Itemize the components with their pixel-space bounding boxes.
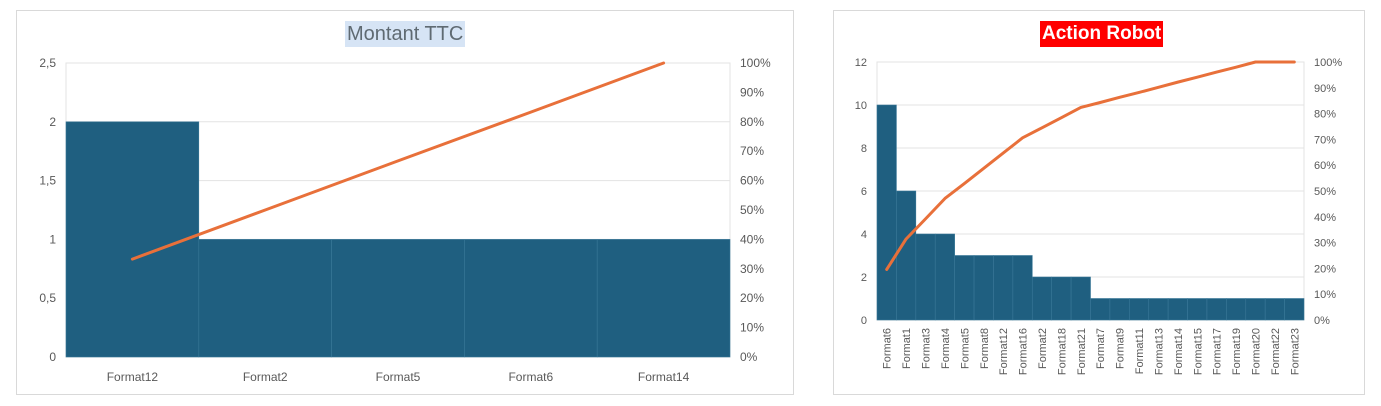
bar: [1090, 298, 1111, 321]
y2-tick-label: 60%: [740, 174, 764, 188]
y-tick-label: 2: [49, 115, 56, 129]
bar: [1167, 298, 1188, 321]
y-tick-label: 1: [49, 232, 56, 246]
x-tick-label: Format13: [1153, 328, 1165, 375]
bar: [1284, 298, 1305, 321]
bar: [1012, 255, 1033, 321]
y-tick-label: 2: [861, 272, 867, 284]
x-tick-label: Format9: [1115, 328, 1127, 369]
x-tick-label: Format12: [998, 328, 1010, 375]
bar: [1129, 298, 1150, 321]
bar: [1226, 298, 1247, 321]
x-tick-label: Format6: [882, 328, 894, 369]
x-tick-label: Format3: [921, 328, 933, 369]
y2-tick-label: 50%: [740, 203, 764, 217]
pareto-chart-action-robot: 0 2 4 6 8 10 12 0% 10% 20% 30% 40% 50% 60% 70% 80% 90% 10…: [855, 57, 1343, 375]
bar: [876, 104, 897, 321]
x-tick-label: Format11: [1134, 328, 1146, 374]
x-tick-label: Format20: [1250, 328, 1262, 375]
x-tick-label: Format12: [107, 370, 159, 384]
y-tick-label: 6: [861, 186, 867, 198]
bar: [1051, 276, 1072, 321]
chart-title: Action Robot: [1040, 21, 1164, 47]
bar: [934, 233, 955, 321]
y2-tick-label: 80%: [1314, 109, 1336, 121]
y-tick-label: 0: [49, 350, 56, 364]
x-tick-label: Format16: [1018, 328, 1030, 375]
x-tick-label: Format21: [1076, 328, 1088, 375]
y2-tick-label: 0%: [1314, 315, 1330, 327]
y2-tick-label: 10%: [740, 321, 764, 335]
chart-title: Montant TTC: [345, 21, 466, 47]
x-tick-label: Format5: [959, 328, 971, 369]
x-tick-label: Format15: [1192, 328, 1204, 375]
x-tick-label: Format2: [1037, 328, 1049, 369]
x-tick-label: Format23: [1289, 328, 1301, 375]
y2-tick-label: 30%: [740, 262, 764, 276]
y2-tick-label: 40%: [740, 232, 764, 246]
x-tick-label: Format6: [508, 370, 553, 384]
y2-tick-label: 90%: [1314, 83, 1336, 95]
bar: [1070, 276, 1091, 321]
pareto-chart-montant-ttc: 0 0,5 1 1,5 2 2,5 0% 10% 20% 30% 40% 50% 60% 70% 80% 90…: [39, 56, 771, 384]
y-tick-label: 0: [861, 315, 867, 327]
y-tick-label: 1,5: [39, 174, 56, 188]
x-tick-label: Format22: [1270, 328, 1282, 375]
bar: [1109, 298, 1130, 321]
y2-tick-label: 0%: [740, 350, 758, 364]
y2-tick-label: 20%: [740, 291, 764, 305]
chart-panel-action-robot: Action Robot 0 2 4 6 8 10 12 0% 10% 20% 30% 40% 50% 6…: [833, 10, 1365, 395]
y2-tick-label: 70%: [740, 144, 764, 158]
y-tick-label: 4: [861, 229, 867, 241]
bar: [993, 255, 1014, 321]
y-tick-label: 0,5: [39, 291, 56, 305]
cumulative-line: [885, 60, 1296, 271]
bar: [65, 121, 200, 358]
x-tick-label: Format1: [901, 328, 913, 369]
y-tick-label: 10: [855, 100, 867, 112]
y-tick-label: 12: [855, 57, 867, 69]
bar: [1206, 298, 1227, 321]
y2-tick-label: 50%: [1314, 186, 1336, 198]
bar: [973, 255, 994, 321]
y2-tick-label: 90%: [740, 85, 764, 99]
x-tick-label: Format8: [979, 328, 991, 369]
y2-tick-label: 70%: [1314, 134, 1336, 146]
bar: [1264, 298, 1285, 321]
x-tick-label: Format2: [243, 370, 288, 384]
y2-tick-label: 100%: [1314, 57, 1342, 69]
y2-tick-label: 20%: [1314, 263, 1336, 275]
y-tick-label: 2,5: [39, 56, 56, 70]
bar: [331, 239, 465, 358]
bar: [596, 239, 731, 358]
bar: [1031, 276, 1052, 321]
bar: [1187, 298, 1208, 321]
x-tick-label: Format14: [1173, 328, 1185, 375]
x-tick-label: Format4: [940, 328, 952, 369]
y2-tick-label: 60%: [1314, 160, 1336, 172]
bar: [954, 255, 975, 321]
bar: [1148, 298, 1169, 321]
bar: [464, 239, 598, 358]
x-tick-label: Format14: [638, 370, 690, 384]
bar: [915, 233, 936, 321]
bar: [198, 239, 332, 358]
y2-tick-label: 30%: [1314, 238, 1336, 250]
bar: [896, 190, 917, 321]
x-tick-label: Format7: [1095, 328, 1107, 369]
y2-tick-label: 100%: [740, 56, 771, 70]
y-tick-label: 8: [861, 143, 867, 155]
y2-tick-label: 40%: [1314, 212, 1336, 224]
y2-tick-label: 10%: [1314, 289, 1336, 301]
x-tick-label: Format17: [1212, 328, 1224, 375]
x-tick-label: Format5: [376, 370, 421, 384]
cumulative-line: [130, 61, 666, 261]
chart-panel-montant-ttc: Montant TTC 0 0,5 1 1,5 2 2,5 0% 10% 20% 30% 40% 50…: [16, 10, 794, 395]
bar: [1245, 298, 1266, 321]
x-tick-label: Format19: [1231, 328, 1243, 375]
y2-tick-label: 80%: [740, 115, 764, 129]
x-tick-label: Format18: [1056, 328, 1068, 375]
